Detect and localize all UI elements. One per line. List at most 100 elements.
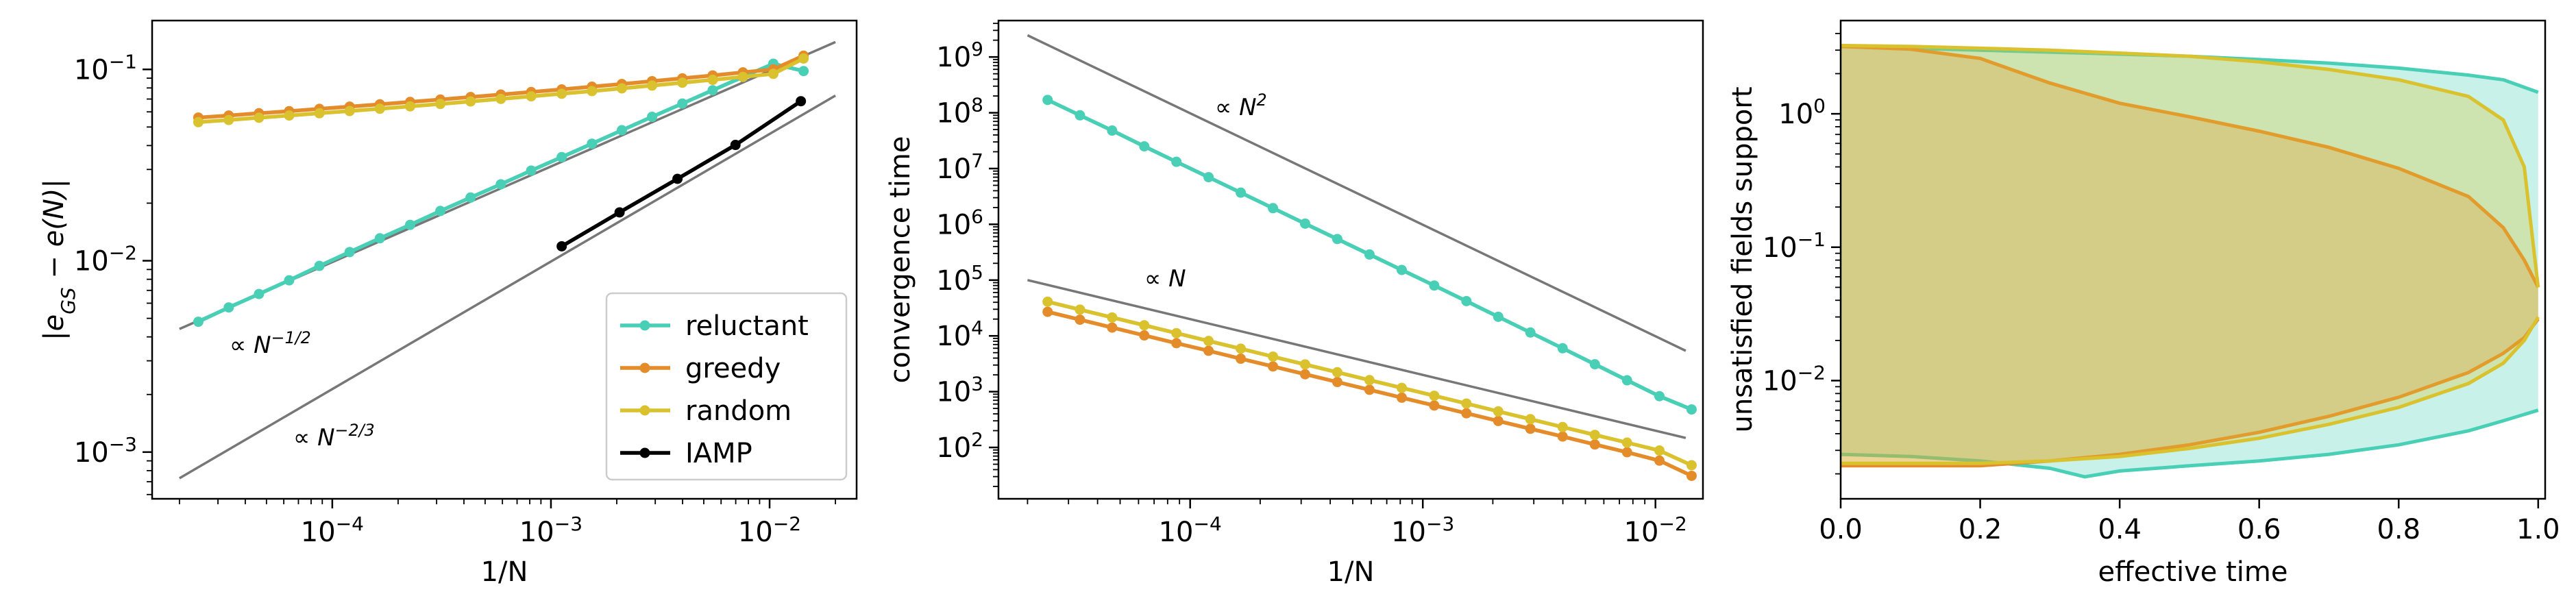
y-tick-label: 10−3 xyxy=(74,432,137,469)
data-point-random xyxy=(1268,351,1279,362)
legend-label: random xyxy=(685,395,792,427)
lower-edge-random xyxy=(1841,316,2540,465)
data-point-random xyxy=(646,80,657,91)
reference-line-label-1: ∝ N2 xyxy=(1215,90,1267,121)
data-point-IAMP xyxy=(556,240,567,251)
data-point-random xyxy=(404,101,415,112)
legend-swatch-marker xyxy=(639,405,650,416)
y-tick-label: 10−1 xyxy=(74,50,137,86)
legend-swatch-marker xyxy=(639,447,650,458)
x-tick-label: 0.8 xyxy=(2377,514,2420,545)
data-point-reluctant xyxy=(223,302,234,313)
data-point-random xyxy=(768,69,778,79)
data-point-random xyxy=(314,108,325,119)
reference-line-2 xyxy=(1027,279,1686,439)
data-point-greedy xyxy=(1621,447,1632,458)
x-axis-label: 1/N xyxy=(1327,556,1375,588)
y-tick-label: 100 xyxy=(1778,95,1826,131)
data-point-greedy xyxy=(1139,330,1150,341)
x-tick-label: 10−3 xyxy=(1391,513,1454,549)
data-point-random xyxy=(616,83,627,94)
data-point-random xyxy=(1397,382,1408,393)
legend-label: greedy xyxy=(685,353,781,384)
data-point-reluctant xyxy=(646,112,657,123)
y-tick-label: 108 xyxy=(936,93,983,129)
y-tick-label: 104 xyxy=(936,317,983,353)
data-point-reluctant xyxy=(1397,264,1408,275)
data-point-reluctant xyxy=(526,165,537,176)
data-point-random xyxy=(1332,367,1342,378)
x-tick-label: 10−4 xyxy=(301,513,364,549)
reference-line-label-2: ∝ N xyxy=(1144,265,1186,293)
data-point-reluctant xyxy=(404,219,415,230)
data-point-reluctant xyxy=(1139,141,1150,152)
data-point-reluctant xyxy=(254,288,265,299)
data-point-reluctant xyxy=(1075,110,1085,121)
data-point-random xyxy=(1589,430,1600,441)
data-point-greedy xyxy=(1107,322,1118,333)
data-point-random xyxy=(1236,343,1247,354)
reference-line-label-1: ∝ N−1/2 xyxy=(230,328,311,359)
area-random xyxy=(1841,45,2538,464)
data-point-IAMP xyxy=(672,173,683,184)
legend-label: reluctant xyxy=(685,310,809,342)
data-point-greedy xyxy=(1525,423,1536,434)
x-axis-label: 1/N xyxy=(481,556,528,588)
data-point-greedy xyxy=(1654,455,1665,466)
area-greedy xyxy=(1841,46,2538,466)
y-tick-label: 102 xyxy=(936,428,983,465)
upper-edge-greedy xyxy=(1841,45,2540,288)
plot-area xyxy=(178,40,836,480)
data-point-random xyxy=(1429,391,1440,402)
data-point-random xyxy=(254,112,265,123)
data-point-reluctant xyxy=(1236,187,1247,198)
data-point-greedy xyxy=(1429,400,1440,411)
x-tick-label: 10−2 xyxy=(738,513,801,549)
data-point-greedy xyxy=(1557,431,1568,442)
reference-line-2 xyxy=(178,94,836,480)
legend-swatch-marker xyxy=(639,320,650,331)
x-tick-label: 10−2 xyxy=(1624,513,1687,549)
data-point-reluctant xyxy=(1203,172,1214,183)
data-point-reluctant xyxy=(1589,359,1600,370)
data-point-IAMP xyxy=(730,140,741,151)
legend-label: IAMP xyxy=(685,438,752,469)
x-tick-label: 0.0 xyxy=(1819,514,1863,545)
data-point-greedy xyxy=(1493,415,1504,426)
y-tick-label: 10−2 xyxy=(1763,361,1826,397)
data-point-random xyxy=(1364,375,1375,386)
reference-line-1 xyxy=(1027,34,1686,352)
data-point-greedy xyxy=(1171,338,1182,349)
lower-edge-greedy xyxy=(1841,318,2540,468)
data-point-random xyxy=(737,71,748,82)
data-point-reluctant xyxy=(193,317,204,328)
y-axis-label: unsatisfied fields support xyxy=(1727,86,1758,432)
data-point-reluctant xyxy=(1654,391,1665,402)
data-point-random xyxy=(1042,296,1053,307)
data-point-greedy xyxy=(1461,408,1472,419)
plot-area xyxy=(1027,34,1697,481)
data-point-random xyxy=(374,103,385,114)
data-point-reluctant xyxy=(1621,375,1632,386)
data-point-reluctant xyxy=(374,233,385,244)
panel-error-scaling: 10−4 10−3 10−2 10−3 10−2 10−1 1/N |eGS − e(N)| ∝… xyxy=(38,19,858,588)
legend-swatch-marker xyxy=(639,362,650,373)
data-point-random xyxy=(707,75,718,86)
data-point-greedy xyxy=(1397,392,1408,403)
data-point-random xyxy=(1075,304,1085,315)
data-point-reluctant xyxy=(1429,280,1440,291)
data-point-random xyxy=(798,53,809,64)
data-point-random xyxy=(1203,336,1214,347)
data-point-random xyxy=(677,77,688,88)
data-point-greedy xyxy=(1299,369,1310,380)
data-point-reluctant xyxy=(435,206,446,217)
data-point-greedy xyxy=(1268,361,1279,372)
panel-convergence-time: 10−4 10−3 10−2 102 103 104 105 106 107 108 109 1/N c… xyxy=(885,19,1704,588)
data-point-random xyxy=(587,86,598,97)
data-point-reluctant xyxy=(1171,156,1182,167)
data-point-reluctant xyxy=(1299,218,1310,229)
data-point-random xyxy=(1139,320,1150,331)
data-point-reluctant xyxy=(1364,249,1375,260)
data-point-random xyxy=(1557,421,1568,432)
data-point-greedy xyxy=(1042,306,1053,317)
